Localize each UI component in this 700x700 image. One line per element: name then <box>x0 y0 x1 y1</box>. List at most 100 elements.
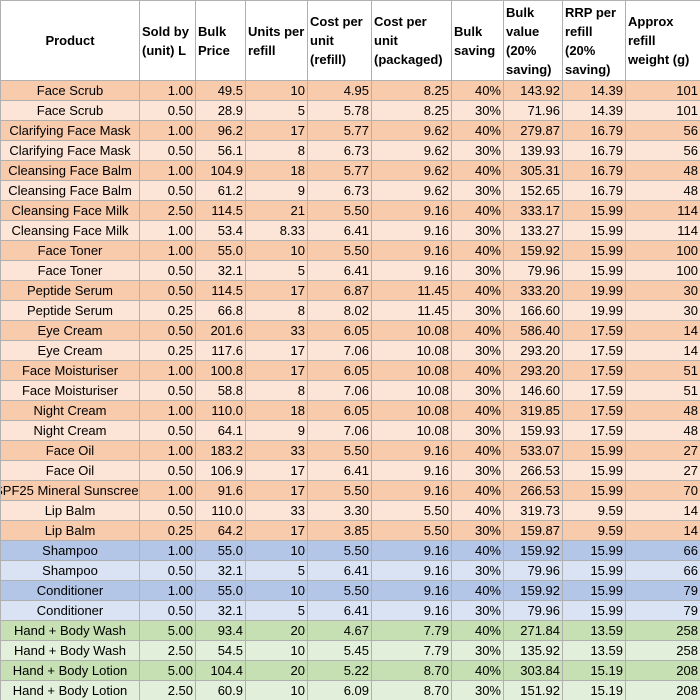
value-cell: 305.31 <box>503 160 563 181</box>
value-cell: 104.9 <box>195 160 246 181</box>
value-cell: 15.99 <box>562 600 626 621</box>
value-cell: 58.8 <box>195 380 246 401</box>
value-cell: 139.93 <box>503 140 563 161</box>
value-cell: 146.60 <box>503 380 563 401</box>
value-cell: 104.4 <box>195 660 246 681</box>
value-cell: 17 <box>245 480 308 501</box>
value-cell: 6.73 <box>307 180 372 201</box>
product-wrap: Cleansing Face Milk <box>2 222 139 240</box>
product-wrap: Night Cream <box>2 402 139 420</box>
value-cell: 5.00 <box>139 620 196 641</box>
value-cell: 271.84 <box>503 620 563 641</box>
value-cell: 5.45 <box>307 640 372 661</box>
product-cell: Clarifying Face Mask <box>0 140 140 161</box>
value-cell: 114 <box>625 200 700 221</box>
table-row: Face Scrub 1.00 49.5 10 4.95 8.25 40% 143.92 14.… <box>0 80 700 101</box>
product-cell: Peptide Serum <box>0 300 140 321</box>
value-cell: 91.6 <box>195 480 246 501</box>
value-cell: 8.25 <box>371 100 452 121</box>
product-wrap: Face Toner <box>2 262 139 280</box>
product-wrap: Eye Cream <box>2 342 139 360</box>
product-name: Clarifying Face Mask <box>9 123 131 138</box>
product-wrap: Face Scrub <box>2 102 139 120</box>
value-cell: 333.20 <box>503 280 563 301</box>
value-cell: 8.70 <box>371 680 452 700</box>
value-cell: 30% <box>451 380 504 401</box>
value-cell: 293.20 <box>503 340 563 361</box>
value-cell: 0.25 <box>139 340 196 361</box>
table-row: Shampoo 1.00 55.0 10 5.50 9.16 40% 159.92 15.99 6… <box>0 540 700 561</box>
value-cell: 4.67 <box>307 620 372 641</box>
product-cell: Conditioner <box>0 600 140 621</box>
product-cell: Face Oil <box>0 440 140 461</box>
value-cell: 10 <box>245 680 308 700</box>
product-cell: Cleansing Face Balm <box>0 180 140 201</box>
value-cell: 40% <box>451 480 504 501</box>
value-cell: 101 <box>625 80 700 101</box>
value-cell: 183.2 <box>195 440 246 461</box>
value-cell: 17.59 <box>562 400 626 421</box>
value-cell: 533.07 <box>503 440 563 461</box>
value-cell: 64.1 <box>195 420 246 441</box>
value-cell: 14 <box>625 500 700 521</box>
value-cell: 1.00 <box>139 80 196 101</box>
value-cell: 30% <box>451 460 504 481</box>
header-row: Product Sold by (unit) L Bulk Price Units p… <box>0 0 700 81</box>
value-cell: 15.99 <box>562 560 626 581</box>
value-cell: 20 <box>245 620 308 641</box>
value-cell: 40% <box>451 660 504 681</box>
value-cell: 6.73 <box>307 140 372 161</box>
value-cell: 9.16 <box>371 200 452 221</box>
value-cell: 16.79 <box>562 120 626 141</box>
value-cell: 133.27 <box>503 220 563 241</box>
product-wrap: Peptide Serum <box>2 302 139 320</box>
value-cell: 32.1 <box>195 600 246 621</box>
value-cell: 7.06 <box>307 340 372 361</box>
product-cell: Cleansing Face Milk <box>0 220 140 241</box>
value-cell: 258 <box>625 620 700 641</box>
table-row: Eye Cream 0.25 117.6 17 7.06 10.08 30% 293.20 17… <box>0 340 700 361</box>
value-cell: 17 <box>245 460 308 481</box>
value-cell: 5.78 <box>307 100 372 121</box>
value-cell: 9.62 <box>371 160 452 181</box>
value-cell: 5.50 <box>307 480 372 501</box>
header-cell: Cost per unit (refill) <box>307 0 372 81</box>
product-name: Face Scrub <box>36 83 104 98</box>
value-cell: 30% <box>451 340 504 361</box>
value-cell: 159.92 <box>503 240 563 261</box>
value-cell: 1.00 <box>139 360 196 381</box>
product-cell: Conditioner <box>0 580 140 601</box>
value-cell: 48 <box>625 160 700 181</box>
product-cell: Face Scrub <box>0 80 140 101</box>
value-cell: 14 <box>625 340 700 361</box>
value-cell: 9.62 <box>371 120 452 141</box>
value-cell: 30% <box>451 140 504 161</box>
value-cell: 0.50 <box>139 560 196 581</box>
product-cell: Lip Balm <box>0 500 140 521</box>
value-cell: 159.87 <box>503 520 563 541</box>
value-cell: 110.0 <box>195 500 246 521</box>
product-cell: Hand + Body Lotion <box>0 680 140 700</box>
value-cell: 6.41 <box>307 220 372 241</box>
value-cell: 9.16 <box>371 440 452 461</box>
value-cell: 18 <box>245 160 308 181</box>
value-cell: 8.25 <box>371 80 452 101</box>
value-cell: 55.0 <box>195 580 246 601</box>
product-wrap: Face Scrub <box>2 82 139 100</box>
header-cell: Sold by (unit) L <box>139 0 196 81</box>
table-row: Clarifying Face Mask 0.50 56.1 8 6.73 9.62 30%… <box>0 140 700 161</box>
value-cell: 0.50 <box>139 280 196 301</box>
value-cell: 0.50 <box>139 260 196 281</box>
table-row: Shampoo 0.50 32.1 5 6.41 9.16 30% 79.96 15.99 66 <box>0 560 700 581</box>
product-cell: Hand + Body Wash <box>0 640 140 661</box>
value-cell: 5.00 <box>139 660 196 681</box>
product-wrap: Conditioner <box>2 602 139 620</box>
product-cell: Shampoo <box>0 540 140 561</box>
header-cell: Bulk value (20% saving) <box>503 0 563 81</box>
value-cell: 15.99 <box>562 460 626 481</box>
value-cell: 5.22 <box>307 660 372 681</box>
value-cell: 7.79 <box>371 620 452 641</box>
value-cell: 17.59 <box>562 320 626 341</box>
value-cell: 201.6 <box>195 320 246 341</box>
value-cell: 6.87 <box>307 280 372 301</box>
